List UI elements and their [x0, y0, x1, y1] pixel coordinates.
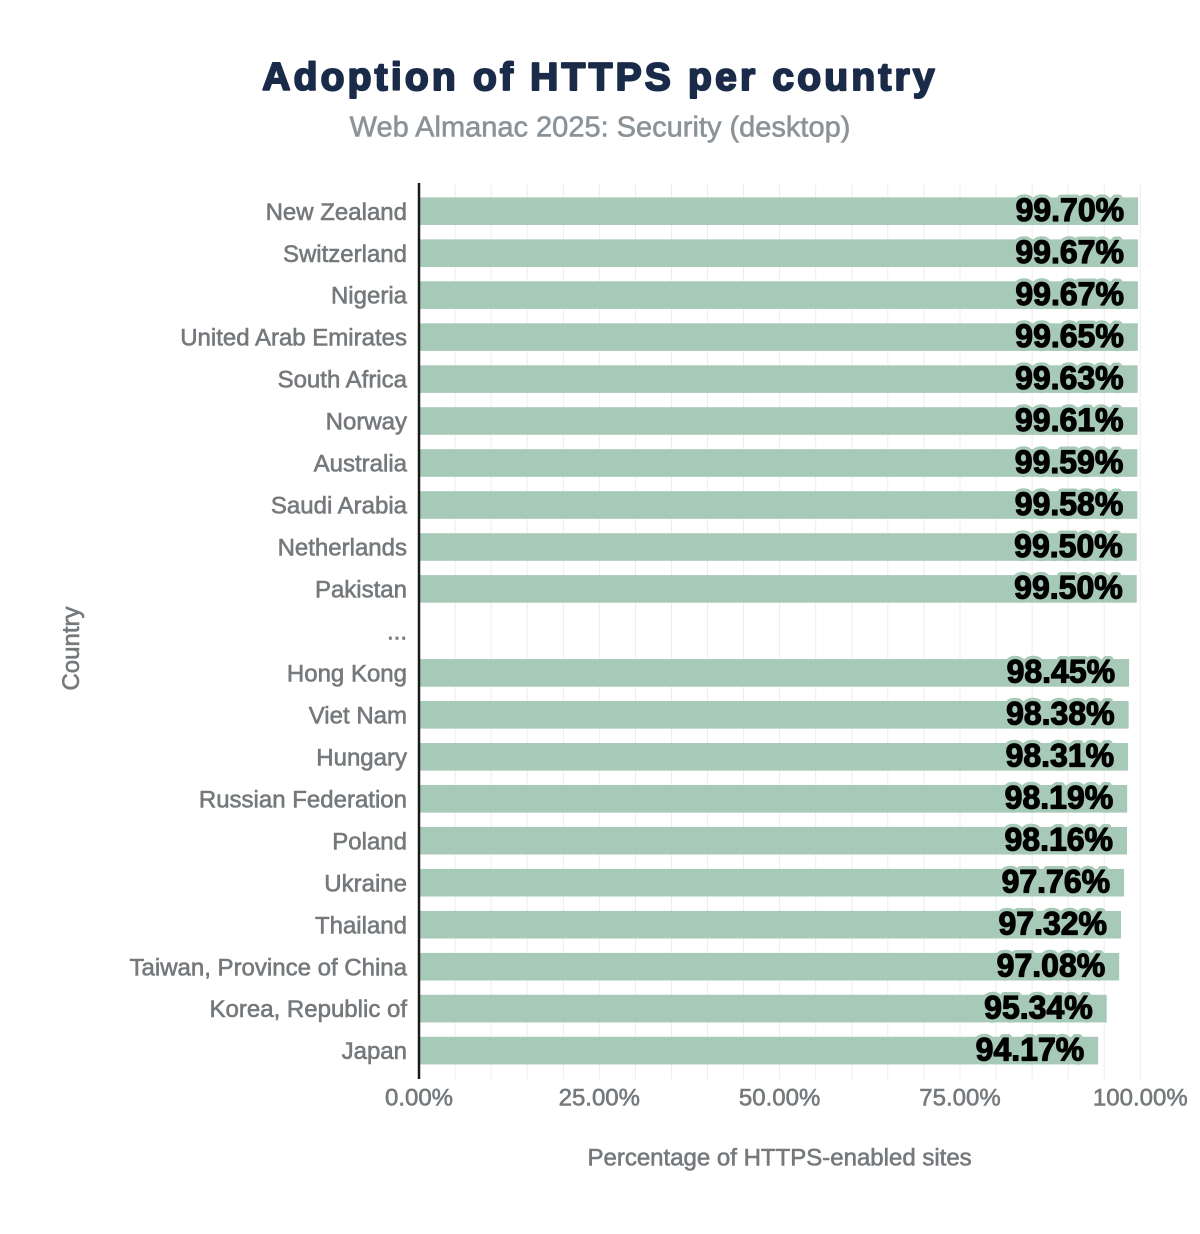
svg-text:Poland: Poland	[332, 828, 407, 855]
svg-text:Pakistan: Pakistan	[315, 577, 407, 604]
svg-text:Percentage of HTTPS-enabled si: Percentage of HTTPS-enabled sites	[587, 1145, 971, 1172]
svg-text:97.76%: 97.76%	[1002, 864, 1111, 900]
svg-text:99.67%: 99.67%	[1015, 234, 1124, 270]
svg-text:Hong Kong: Hong Kong	[287, 661, 407, 688]
svg-text:Korea, Republic of: Korea, Republic of	[210, 996, 408, 1023]
svg-text:Netherlands: Netherlands	[278, 535, 407, 562]
svg-text:95.34%: 95.34%	[984, 989, 1093, 1025]
svg-text:95.34%: 95.34%	[984, 989, 1093, 1025]
svg-text:99.59%: 99.59%	[1015, 444, 1124, 480]
svg-text:98.19%: 98.19%	[1005, 780, 1114, 816]
svg-text:97.32%: 97.32%	[998, 906, 1107, 942]
svg-text:Japan: Japan	[342, 1038, 407, 1065]
svg-text:Saudi Arabia: Saudi Arabia	[271, 493, 408, 520]
svg-text:United Arab Emirates: United Arab Emirates	[180, 325, 407, 352]
svg-text:...: ...	[387, 619, 407, 646]
svg-text:Thailand: Thailand	[315, 912, 407, 939]
svg-text:99.65%: 99.65%	[1015, 318, 1124, 354]
svg-text:99.58%: 99.58%	[1015, 486, 1124, 522]
svg-text:99.70%: 99.70%	[1016, 192, 1125, 228]
svg-text:0.00%: 0.00%	[385, 1085, 453, 1112]
svg-text:Australia: Australia	[314, 451, 408, 478]
svg-text:Ukraine: Ukraine	[324, 870, 407, 897]
svg-text:98.38%: 98.38%	[1006, 696, 1115, 732]
svg-text:Web Almanac 2025: Security (de: Web Almanac 2025: Security (desktop)	[350, 112, 851, 144]
svg-text:98.16%: 98.16%	[1004, 822, 1113, 858]
svg-text:New Zealand: New Zealand	[266, 199, 407, 226]
svg-text:99.61%: 99.61%	[1015, 402, 1124, 438]
svg-text:Country: Country	[58, 606, 85, 690]
svg-text:94.17%: 94.17%	[976, 1031, 1085, 1067]
svg-text:98.45%: 98.45%	[1007, 654, 1116, 690]
svg-text:Hungary: Hungary	[316, 744, 407, 771]
svg-text:98.19%: 98.19%	[1005, 780, 1114, 816]
svg-text:50.00%: 50.00%	[739, 1085, 820, 1112]
svg-text:99.50%: 99.50%	[1014, 570, 1123, 606]
svg-text:98.38%: 98.38%	[1006, 696, 1115, 732]
svg-text:Adoption of HTTPS per country: Adoption of HTTPS per country	[262, 56, 938, 99]
svg-text:97.76%: 97.76%	[1002, 864, 1111, 900]
svg-text:99.67%: 99.67%	[1015, 234, 1124, 270]
svg-text:99.70%: 99.70%	[1016, 192, 1125, 228]
svg-text:99.65%: 99.65%	[1015, 318, 1124, 354]
svg-text:98.31%: 98.31%	[1006, 738, 1115, 774]
svg-text:Viet Nam: Viet Nam	[309, 702, 407, 729]
svg-text:99.63%: 99.63%	[1015, 360, 1124, 396]
svg-text:97.08%: 97.08%	[997, 948, 1106, 984]
svg-text:99.67%: 99.67%	[1015, 276, 1124, 312]
svg-text:100.00%: 100.00%	[1093, 1085, 1188, 1112]
svg-text:94.17%: 94.17%	[976, 1031, 1085, 1067]
svg-text:99.50%: 99.50%	[1014, 570, 1123, 606]
svg-text:99.59%: 99.59%	[1015, 444, 1124, 480]
svg-text:99.58%: 99.58%	[1015, 486, 1124, 522]
svg-text:99.61%: 99.61%	[1015, 402, 1124, 438]
svg-text:98.31%: 98.31%	[1006, 738, 1115, 774]
svg-text:Norway: Norway	[326, 409, 407, 436]
svg-text:97.08%: 97.08%	[997, 948, 1106, 984]
svg-text:98.45%: 98.45%	[1007, 654, 1116, 690]
svg-text:99.50%: 99.50%	[1014, 528, 1123, 564]
svg-text:South Africa: South Africa	[278, 367, 408, 394]
svg-text:97.32%: 97.32%	[998, 906, 1107, 942]
svg-text:99.63%: 99.63%	[1015, 360, 1124, 396]
svg-text:Switzerland: Switzerland	[283, 241, 407, 268]
svg-text:98.16%: 98.16%	[1004, 822, 1113, 858]
svg-text:Taiwan, Province of China: Taiwan, Province of China	[130, 954, 408, 981]
svg-text:Nigeria: Nigeria	[331, 283, 408, 310]
svg-text:75.00%: 75.00%	[919, 1085, 1000, 1112]
svg-text:99.67%: 99.67%	[1015, 276, 1124, 312]
svg-text:25.00%: 25.00%	[559, 1085, 640, 1112]
svg-text:Russian Federation: Russian Federation	[199, 786, 407, 813]
svg-text:99.50%: 99.50%	[1014, 528, 1123, 564]
